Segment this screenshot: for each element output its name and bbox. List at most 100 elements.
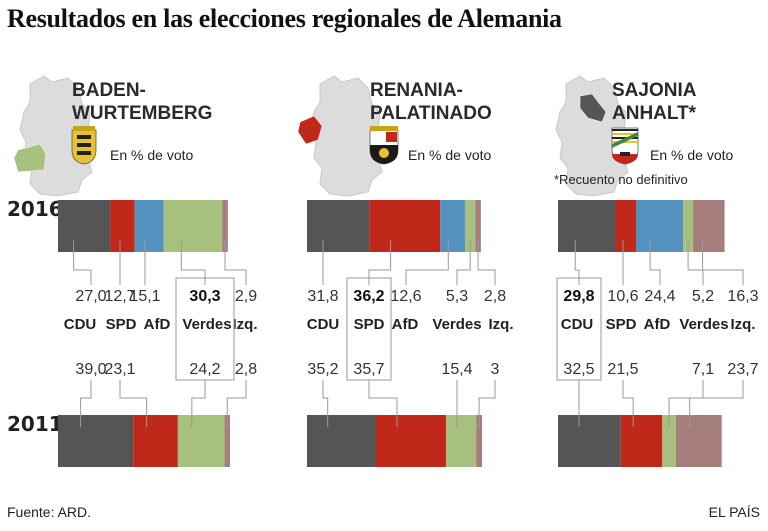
germany-map xyxy=(555,75,631,197)
shield-quarter xyxy=(386,132,397,142)
leader-line xyxy=(224,240,247,285)
state-name-line1: BADEN- xyxy=(72,80,146,101)
party-label-verdes: Verdes xyxy=(182,316,231,333)
party-label-izq: Izq. xyxy=(731,316,756,333)
party-label-cdu: CDU xyxy=(64,316,97,333)
shield-crancelin xyxy=(612,132,638,148)
value-label-2016: 5,3 xyxy=(446,288,468,305)
value-label-2016: 12,6 xyxy=(390,288,421,305)
shield-bear xyxy=(620,152,630,156)
bar-segment-spd-2016 xyxy=(369,200,441,252)
bar-segment-izq-2011 xyxy=(675,415,722,467)
party-label-afd: AfD xyxy=(392,316,419,333)
bar-segment-verdes-2011 xyxy=(177,415,225,467)
value-label-2016: 16,3 xyxy=(727,288,758,305)
value-label-2016: 36,2 xyxy=(353,288,384,305)
year-label-2011: 2011 xyxy=(7,412,63,436)
coat-of-arms-icon xyxy=(611,127,639,165)
value-label-2016: 5,2 xyxy=(692,288,714,305)
leader-line xyxy=(477,240,496,285)
party-label-spd: SPD xyxy=(606,316,637,333)
coat-of-arms-icon xyxy=(71,126,97,165)
party-label-cdu: CDU xyxy=(561,316,594,333)
bar-segment-cdu-2016 xyxy=(58,200,111,252)
leader-line xyxy=(687,240,704,285)
source-note: Fuente: ARD. xyxy=(7,504,92,520)
bar-segment-izq-2016 xyxy=(222,200,228,252)
leader-line xyxy=(368,380,398,427)
shield-stripe xyxy=(612,129,638,131)
shield-lion xyxy=(77,151,91,155)
party-label-izq: Izq. xyxy=(233,316,258,333)
party-label-verdes: Verdes xyxy=(679,316,728,333)
state-name-line1: RENANIA- xyxy=(370,80,463,101)
bar-segment-spd-2011 xyxy=(620,415,663,467)
state-name-line2: ANHALT* xyxy=(612,103,697,124)
party-label-verdes: Verdes xyxy=(432,316,481,333)
leader-line xyxy=(702,240,744,285)
value-label-2011: 7,1 xyxy=(692,361,714,378)
leader-line xyxy=(80,380,92,427)
leader-line xyxy=(322,380,329,427)
state-panel-2: RENANIA-PALATINADO En % de voto 31,8 36,2 12… xyxy=(297,75,514,467)
value-label-2011: 15,4 xyxy=(441,361,472,378)
winner-highlight-box xyxy=(175,277,235,381)
bar-segment-cdu-2016 xyxy=(307,200,370,252)
highlighted-state xyxy=(579,93,607,123)
value-label-2016: 27,0 xyxy=(75,288,106,305)
state-name-line2: PALATINADO xyxy=(370,103,492,124)
shield-lion xyxy=(77,143,91,147)
value-label-2011: 35,2 xyxy=(307,361,338,378)
state-name-line2: WURTEMBERG xyxy=(72,103,212,124)
value-label-2011: 23,1 xyxy=(104,361,135,378)
shield-lower xyxy=(612,154,638,164)
leader-line xyxy=(119,380,148,427)
year-label-2016: 2016 xyxy=(7,197,63,221)
bar-segment-cdu-2011 xyxy=(58,415,134,467)
value-label-2016: 2,8 xyxy=(484,288,506,305)
bar-segment-izq-2016 xyxy=(693,200,725,252)
value-label-2011: 24,2 xyxy=(189,361,220,378)
bar-segment-cdu-2011 xyxy=(307,415,376,467)
value-label-2011: 32,5 xyxy=(563,361,594,378)
party-label-izq: Izq. xyxy=(489,316,514,333)
party-label-afd: AfD xyxy=(144,316,171,333)
value-label-2011: 39,0 xyxy=(75,361,106,378)
bar-segment-spd-2011 xyxy=(375,415,446,467)
bar-segment-izq-2011 xyxy=(224,415,230,467)
coat-of-arms-icon xyxy=(369,126,399,165)
shield-lion xyxy=(379,148,389,158)
leader-line xyxy=(649,240,661,285)
bar-segment-izq-2016 xyxy=(475,200,481,252)
shield-crown xyxy=(73,126,95,131)
winner-highlight-box xyxy=(346,277,392,381)
value-label-2011: 35,7 xyxy=(353,361,384,378)
value-label-2016: 2,9 xyxy=(235,288,257,305)
brand-label: EL PAÍS xyxy=(708,504,760,520)
value-label-2011: 3 xyxy=(491,361,500,378)
winner-highlight-box xyxy=(556,277,602,381)
bar-segment-spd-2016 xyxy=(110,200,135,252)
leader-line xyxy=(668,380,704,427)
bar-segment-spd-2011 xyxy=(133,415,178,467)
value-label-2011: 2,8 xyxy=(235,361,257,378)
bar-segment-spd-2016 xyxy=(615,200,636,252)
value-label-2016: 24,4 xyxy=(644,288,675,305)
leader-line xyxy=(622,380,634,427)
value-label-2016: 12,7 xyxy=(104,288,135,305)
bar-segment-verdes-2011 xyxy=(662,415,676,467)
bar-segment-verdes-2016 xyxy=(163,200,223,252)
value-label-2016: 31,8 xyxy=(307,288,338,305)
value-label-2011: 23,7 xyxy=(727,361,758,378)
bar-segment-afd-2016 xyxy=(440,200,465,252)
bar-segment-verdes-2016 xyxy=(683,200,694,252)
shield-stripe xyxy=(612,133,638,135)
shield-crown xyxy=(370,126,398,131)
bar-segment-verdes-2011 xyxy=(445,415,477,467)
leader-line xyxy=(456,240,471,285)
bar-segment-afd-2016 xyxy=(635,200,684,252)
highlighted-state xyxy=(13,143,47,173)
provisional-count-note: *Recuento no definitivo xyxy=(554,172,688,187)
